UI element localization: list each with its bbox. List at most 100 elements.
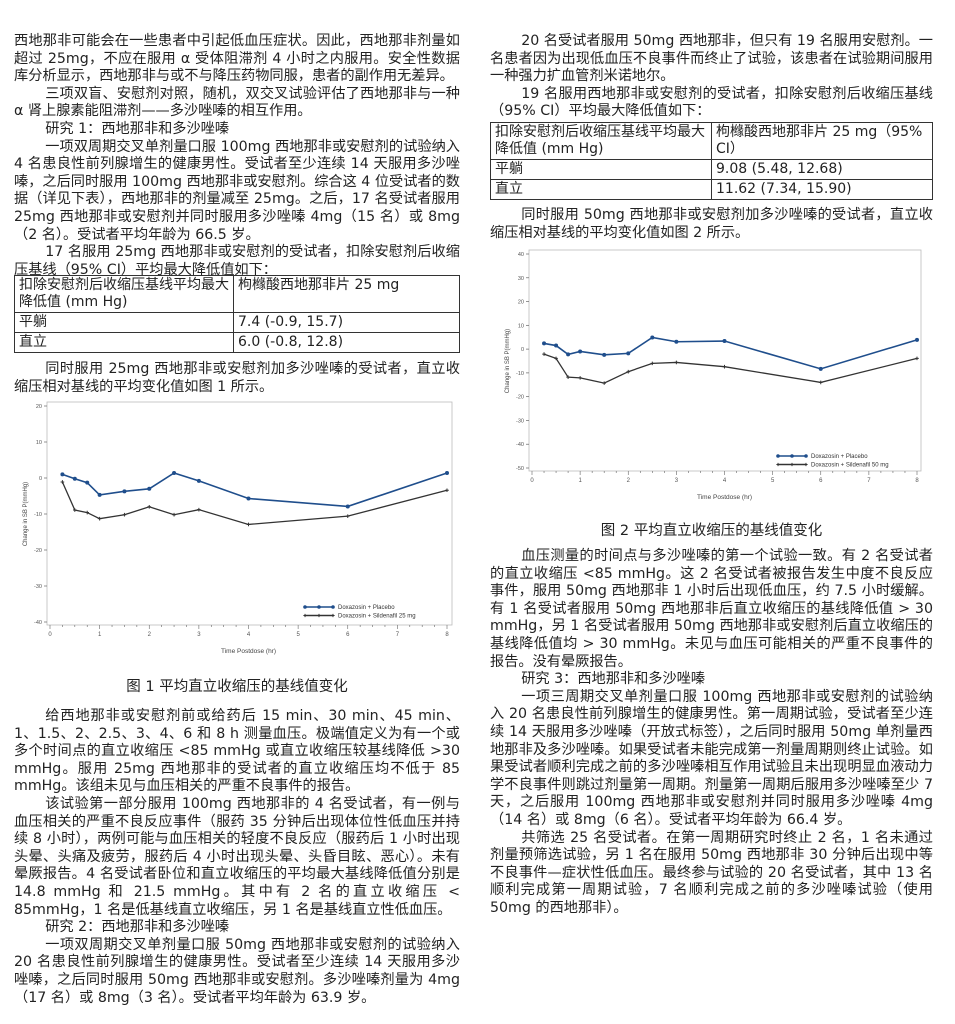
x-tick-label: 2 — [627, 478, 631, 484]
figure-2-caption: 图 2 平均直立收缩压的基线值变化 — [600, 523, 823, 539]
x-tick-label: 2 — [148, 632, 152, 638]
legend-marker — [776, 462, 780, 467]
y-tick-label: -20 — [516, 395, 524, 401]
y-tick-label: -10 — [516, 371, 524, 377]
data-point — [72, 476, 77, 481]
section-heading: 研究 2：西地那非和多沙唑嗪 — [45, 919, 230, 936]
x-tick-label: 3 — [197, 632, 201, 638]
data-point — [650, 335, 655, 340]
data-point — [60, 472, 65, 477]
data-point — [172, 470, 177, 475]
table-row: 平躺 9.08 (5.48, 12.68) — [490, 159, 933, 180]
legend-marker — [303, 613, 307, 618]
table-header-cell: 扣除安慰剂后收缩压基线平均最大降低值 (mm Hg) — [14, 275, 234, 313]
table-cell: 11.62 (7.34, 15.90) — [711, 179, 933, 200]
y-tick-label: 10 — [518, 323, 524, 329]
paragraph: 同时服用 50mg 西地那非或安慰剂加多沙唑嗪的受试者，直立收缩压相对基线的平均… — [490, 207, 933, 241]
data-point — [246, 496, 251, 501]
data-point — [626, 369, 631, 374]
section-heading: 研究 3：西地那非和多沙唑嗪 — [521, 671, 706, 688]
data-point — [445, 488, 449, 493]
x-tick-label: 1 — [98, 632, 102, 638]
legend-marker — [331, 605, 335, 609]
data-point — [345, 504, 350, 509]
paragraph: 给西地那非或安慰剂前或给药后 15 min、30 min、45 min、1、1.… — [14, 708, 460, 795]
data-point — [915, 356, 919, 361]
x-tick-label: 1 — [578, 478, 582, 484]
data-point — [197, 507, 201, 512]
data-point — [85, 510, 90, 515]
x-tick-label: 8 — [915, 478, 919, 484]
data-point — [818, 380, 823, 385]
legend-marker — [804, 454, 808, 458]
series-line — [543, 353, 918, 384]
legend-label: Doxazosin + Sildenafil 50 mg — [811, 463, 889, 469]
y-tick-label: 10 — [36, 440, 42, 446]
data-point — [445, 470, 449, 475]
x-tick-label: 7 — [396, 632, 400, 638]
right-column-mid: 同时服用 50mg 西地那非或安慰剂加多沙唑嗪的受试者，直立收缩压相对基线的平均… — [490, 207, 933, 242]
data-point — [578, 376, 582, 380]
legend-marker — [303, 605, 307, 609]
x-tick-label: 5 — [296, 632, 300, 638]
table-header-row: 扣除安慰剂后收缩压基线平均最大降低值 (mm Hg) 枸橼酸西地那非片 25 m… — [14, 275, 460, 313]
table-cell: 7.4 (-0.9, 15.7) — [233, 312, 460, 333]
y-tick-label: 0 — [39, 476, 42, 482]
legend-label: Doxazosin + Placebo — [811, 454, 868, 460]
data-point — [626, 351, 631, 356]
section-heading: 研究 1：西地那非和多沙唑嗪 — [45, 120, 230, 137]
table-row: 直立 11.62 (7.34, 15.90) — [490, 179, 933, 200]
y-tick-label: 0 — [521, 347, 524, 353]
paragraph: 共筛选 25 名受试者。在第一周期研究时终止 2 名，1 名未通过剂量预筛选试验… — [490, 829, 933, 916]
x-tick-label: 4 — [247, 632, 251, 638]
data-point — [602, 352, 607, 357]
paragraph: 19 名服用西地那非或安慰剂的受试者，扣除安慰剂后收缩压基线（95% CI）平均… — [490, 85, 933, 120]
x-tick-label: 7 — [867, 478, 871, 484]
legend-marker — [317, 605, 321, 609]
y-tick-label: 20 — [518, 300, 524, 306]
data-point — [73, 508, 77, 512]
data-point — [722, 364, 727, 369]
paragraph: 西地那非可能会在一些患者中引起低血压症状。因此，西地那非剂量如超过 25mg，不… — [14, 33, 460, 85]
paragraph: 17 名服用 25mg 西地那非或安慰剂的受试者，扣除安慰剂后收缩压基线（95%… — [14, 244, 460, 278]
paragraph: 一项双周期交叉单剂量口服 100mg 西地那非或安慰剂的试验纳入 4 名患良性前… — [14, 138, 460, 243]
x-tick-label: 5 — [771, 478, 775, 484]
data-point — [97, 516, 102, 521]
y-tick-label: -30 — [34, 584, 42, 590]
y-tick-label: -40 — [516, 442, 524, 448]
data-point — [674, 339, 679, 344]
paragraph: 一项三周期交叉单剂量口服 100mg 西地那非或安慰剂的试验纳入 20 名患良性… — [490, 688, 933, 828]
data-point — [147, 486, 152, 491]
paragraph: 20 名受试者服用 50mg 西地那非，但只有 19 名服用安慰剂。一名患者因为… — [490, 33, 933, 85]
table-header-cell: 枸橼酸西地那非片 25 mg — [233, 275, 460, 313]
table-cell: 9.08 (5.48, 12.68) — [711, 159, 933, 180]
legend-marker — [776, 454, 780, 458]
y-axis-label: Change in SB P(mmHg) — [23, 482, 29, 546]
data-point — [566, 375, 570, 379]
data-point — [566, 352, 571, 357]
data-point — [97, 492, 102, 497]
legend-marker — [331, 613, 335, 618]
data-point — [674, 360, 679, 365]
data-point — [542, 341, 547, 346]
x-axis-label: Time Postdose (hr) — [221, 648, 276, 655]
y-tick-label: -30 — [516, 418, 524, 424]
data-point — [196, 478, 201, 483]
table-study1: 扣除安慰剂后收缩压基线平均最大降低值 (mm Hg) 枸橼酸西地那非片 25 m… — [14, 275, 460, 353]
table-header-row: 扣除安慰剂后收缩压基线平均最大降低值 (mm Hg) 枸橼酸西地那非片 25 m… — [490, 122, 933, 160]
right-column-top: 20 名受试者服用 50mg 西地那非，但只有 19 名服用安慰剂。一名患者因为… — [490, 33, 933, 121]
legend-label: Doxazosin + Placebo — [338, 605, 395, 611]
y-tick-label: 20 — [36, 404, 42, 410]
plot-frame — [528, 249, 922, 472]
paragraph: 三项双盲、安慰剂对照，随机，双交叉试验评估了西地那非与一种 α 肾上腺素能阻滞剂… — [14, 85, 460, 120]
data-point — [554, 356, 558, 361]
paragraph: 该试验第一部分服用 100mg 西地那非的 4 名受试者，有一例与血压相关的严重… — [14, 795, 460, 918]
x-tick-label: 4 — [723, 478, 727, 484]
legend-marker — [804, 462, 808, 467]
left-column-top: 西地那非可能会在一些患者中引起低血压症状。因此，西地那非剂量如超过 25mg，不… — [14, 33, 460, 279]
legend-marker — [790, 462, 794, 467]
data-point — [650, 361, 655, 366]
legend-marker — [790, 454, 794, 458]
data-point — [915, 337, 919, 342]
